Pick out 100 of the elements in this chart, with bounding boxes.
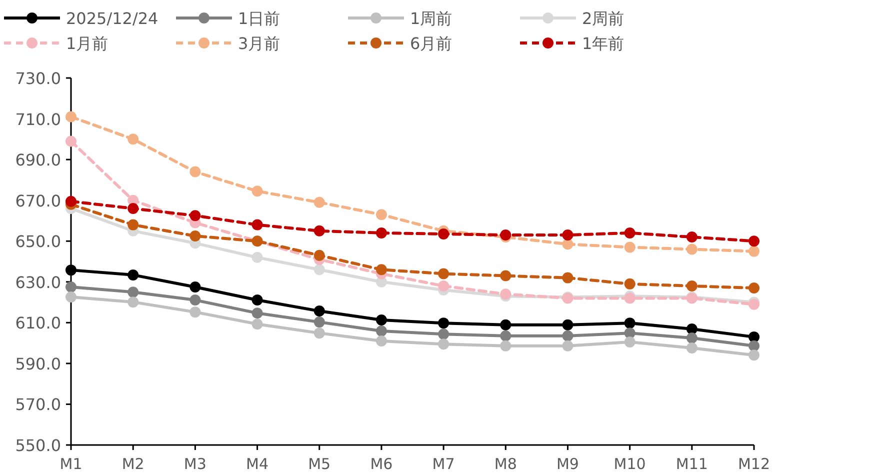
point <box>314 196 325 208</box>
point <box>500 330 512 342</box>
x-tick-label: M5 <box>308 455 331 473</box>
point <box>190 294 201 306</box>
point <box>190 306 201 318</box>
point <box>190 281 201 292</box>
point <box>562 340 574 352</box>
x-tick-label: M10 <box>614 455 646 473</box>
point <box>252 308 263 319</box>
legend-label: 1日前 <box>238 9 280 28</box>
point <box>314 328 325 339</box>
x-tick-label: M6 <box>370 455 393 473</box>
point <box>376 336 387 347</box>
point <box>748 282 760 294</box>
point <box>500 229 512 240</box>
y-tick-label: 570.0 <box>15 395 61 414</box>
legend-label: 6月前 <box>410 34 452 53</box>
point <box>500 340 512 352</box>
point <box>128 134 139 145</box>
x-tick-label: M7 <box>432 455 455 473</box>
point <box>376 264 387 276</box>
point <box>438 268 450 280</box>
y-tick-label: 590.0 <box>15 354 61 374</box>
point <box>438 318 450 329</box>
point <box>128 202 139 214</box>
point <box>624 318 636 329</box>
point <box>748 340 760 352</box>
point <box>438 228 450 240</box>
point <box>748 236 760 247</box>
y-tick-label: 730.0 <box>15 69 61 88</box>
x-tick-label: M2 <box>122 455 144 473</box>
point <box>686 280 698 292</box>
x-tick-label: M9 <box>556 455 579 473</box>
point <box>624 328 636 339</box>
point <box>500 319 512 330</box>
point <box>66 291 76 302</box>
x-tick-label: M8 <box>494 455 517 473</box>
point <box>562 319 574 330</box>
point <box>748 350 760 361</box>
legend-label: 1周前 <box>410 9 452 28</box>
point <box>686 342 698 354</box>
y-tick-label: 650.0 <box>15 232 61 252</box>
legend-label: 1月前 <box>66 34 108 53</box>
point <box>500 270 512 282</box>
point <box>252 219 263 230</box>
point <box>624 242 636 253</box>
point <box>314 225 325 236</box>
y-tick-label: 610.0 <box>15 314 61 333</box>
point <box>190 210 201 222</box>
point <box>686 232 698 243</box>
point <box>252 294 263 306</box>
point <box>562 238 574 250</box>
point <box>438 338 450 350</box>
point <box>314 264 325 276</box>
x-tick-label: M1 <box>60 455 82 473</box>
point <box>686 323 698 334</box>
point <box>128 286 139 298</box>
point <box>252 186 263 197</box>
point <box>748 331 760 342</box>
point <box>66 111 76 122</box>
point <box>562 330 574 342</box>
legend-label: 2025/12/24 <box>66 9 158 28</box>
point <box>314 250 325 261</box>
point <box>190 166 201 178</box>
x-tick-label: M12 <box>738 455 770 473</box>
point <box>438 328 450 340</box>
point <box>438 280 450 292</box>
y-tick-label: 670.0 <box>15 191 61 210</box>
point <box>624 278 636 290</box>
point <box>128 219 139 230</box>
point <box>562 229 574 240</box>
point <box>624 227 636 238</box>
point <box>314 316 325 328</box>
y-tick-label: 550.0 <box>15 436 61 455</box>
x-tick-label: M4 <box>246 455 269 473</box>
point <box>128 269 139 280</box>
point <box>66 281 76 292</box>
legend-label: 1年前 <box>582 34 624 53</box>
point <box>376 314 387 326</box>
x-tick-label: M3 <box>184 455 206 473</box>
y-tick-label: 710.0 <box>15 110 61 129</box>
point <box>314 306 325 317</box>
point <box>376 209 387 220</box>
point <box>376 326 387 337</box>
point <box>748 246 760 257</box>
legend-label: 3月前 <box>238 34 280 53</box>
y-tick-label: 690.0 <box>15 150 61 170</box>
point <box>190 230 201 242</box>
x-tick-label: M11 <box>676 455 708 473</box>
point <box>252 318 263 330</box>
legend-label: 2周前 <box>582 9 624 28</box>
point <box>686 244 698 255</box>
point <box>66 196 76 207</box>
point <box>686 332 698 344</box>
point <box>66 136 76 147</box>
y-tick-label: 630.0 <box>15 272 61 292</box>
point <box>624 336 636 348</box>
point <box>66 264 76 276</box>
point <box>252 252 263 263</box>
point <box>128 296 139 308</box>
